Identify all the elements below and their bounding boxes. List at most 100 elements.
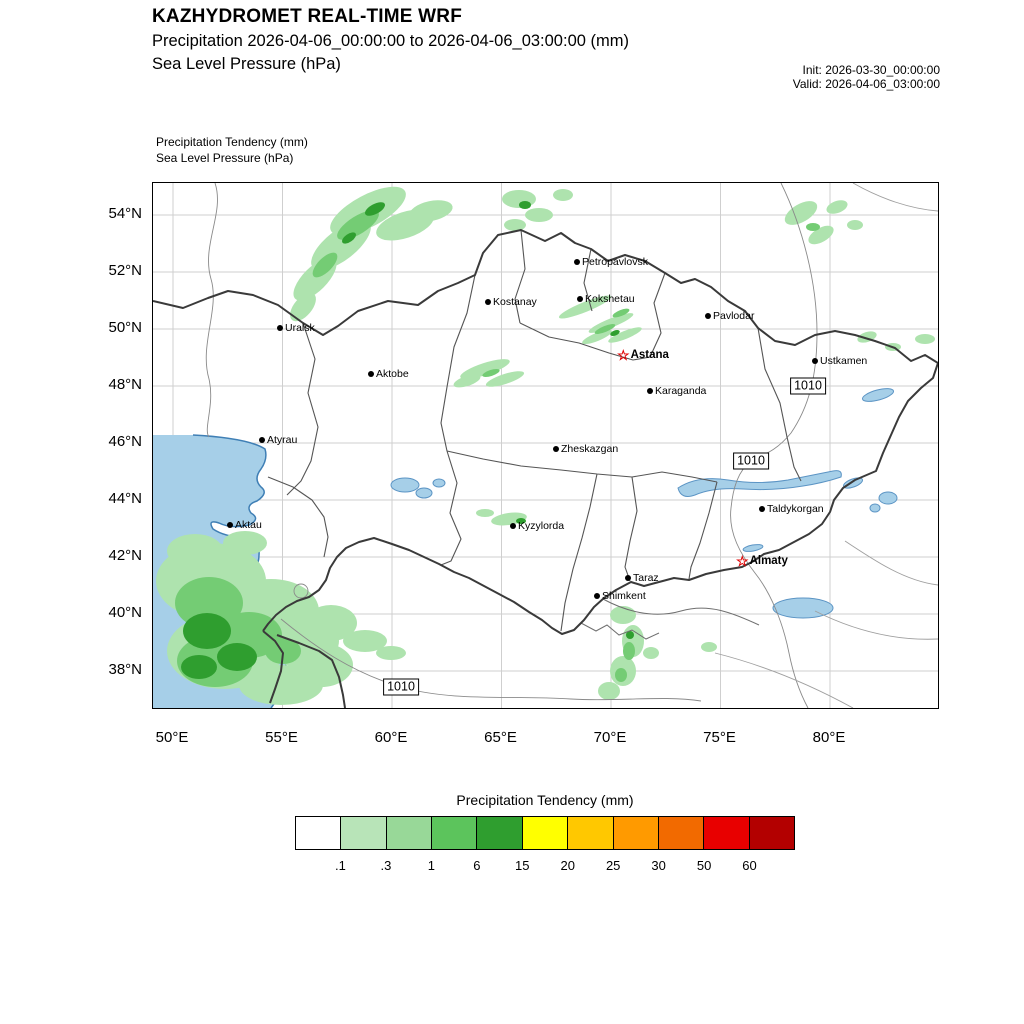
city-marker-atyrau: Atyrau <box>259 434 297 446</box>
pressure-label: 1010 <box>733 452 769 470</box>
city-marker-taraz: Taraz <box>625 572 659 584</box>
capital-star-icon: ☆ <box>736 553 749 569</box>
capital-star-icon: ☆ <box>617 347 630 363</box>
city-dot-icon <box>812 358 818 364</box>
city-label: Kyzylorda <box>518 520 565 532</box>
aral-sea <box>390 477 420 493</box>
legend-tick-label: 20 <box>560 858 575 873</box>
legend-tick-label: 50 <box>696 858 712 873</box>
city-label: Taraz <box>633 572 659 584</box>
legend-cell <box>613 817 659 849</box>
city-dot-icon <box>510 523 516 529</box>
page-title: KAZHYDROMET REAL-TIME WRF <box>152 6 463 27</box>
pressure-label: 1010 <box>790 377 826 395</box>
city-marker-almaty: ☆ Almaty <box>736 553 788 569</box>
legend-tick-label: 30 <box>651 858 666 873</box>
aral-sea-east <box>415 487 433 499</box>
city-dot-icon <box>759 506 765 512</box>
city-marker-astana: ☆ Astana <box>617 347 669 363</box>
city-dot-icon <box>227 522 233 528</box>
city-marker-zheskazgan: Zheskazgan <box>553 443 618 455</box>
legend-tick-label: 25 <box>605 858 621 873</box>
legend-cell <box>432 817 478 849</box>
legend-tick-label: 15 <box>515 858 530 873</box>
legend-cell <box>477 817 523 849</box>
city-dot-icon <box>277 325 283 331</box>
y-axis-tick: 42°N <box>108 547 142 564</box>
legend-colorbar <box>295 816 795 850</box>
y-axis-tick: 44°N <box>108 490 142 507</box>
kapchagai-reservoir <box>742 544 764 552</box>
x-axis-tick: 75°E <box>703 729 736 746</box>
city-marker-shimkent: Shimkent <box>594 590 646 602</box>
map-slp-label: Sea Level Pressure (hPa) <box>156 151 294 165</box>
city-dot-icon <box>574 259 580 265</box>
lake-alakol <box>878 491 898 505</box>
city-marker-aktobe: Aktobe <box>368 368 409 380</box>
legend-tick-label: 6 <box>473 858 481 873</box>
region-borders <box>267 229 802 632</box>
kyrgyzstan-border <box>602 598 760 626</box>
map-precip-tendency-label: Precipitation Tendency (mm) <box>156 135 308 149</box>
legend-cell <box>568 817 614 849</box>
y-axis-tick: 50°N <box>108 319 142 336</box>
y-axis-tick: 38°N <box>108 661 142 678</box>
legend-cell <box>749 817 794 849</box>
city-label: Shimkent <box>602 590 646 602</box>
legend-tick-label: .1 <box>335 858 346 873</box>
valid-time: Valid: 2026-04-06_03:00:00 <box>792 77 940 91</box>
city-dot-icon <box>485 299 491 305</box>
init-time: Init: 2026-03-30_00:00:00 <box>802 63 940 77</box>
y-axis-tick: 54°N <box>108 205 142 222</box>
x-axis-tick: 65°E <box>484 729 517 746</box>
city-label: Kostanay <box>493 296 537 308</box>
city-label: Pavlodar <box>713 310 755 322</box>
city-dot-icon <box>368 371 374 377</box>
graticule <box>153 183 938 708</box>
city-label: Zheskazgan <box>561 443 619 455</box>
country-borders <box>153 229 938 708</box>
lake-issyk-kul <box>772 597 834 619</box>
pressure-label: 1010 <box>383 678 419 696</box>
city-label: Petropavlovsk <box>582 256 648 268</box>
city-label: Taldykorgan <box>767 503 824 515</box>
slp-subtitle: Sea Level Pressure (hPa) <box>152 55 341 73</box>
city-dot-icon <box>625 575 631 581</box>
city-marker-kostanay: Kostanay <box>485 296 537 308</box>
city-label: Atyrau <box>267 434 298 446</box>
city-label: Aktau <box>235 519 262 531</box>
x-axis-tick: 80°E <box>812 729 846 746</box>
x-axis-tick: 60°E <box>374 729 408 746</box>
city-marker-ustkamen: Ustkamen <box>812 355 867 367</box>
lake-zaysan <box>861 388 895 402</box>
city-marker-pavlodar: Pavlodar <box>705 310 754 322</box>
legend-cell <box>704 817 750 849</box>
city-dot-icon <box>553 446 559 452</box>
x-axis-tick: 70°E <box>593 729 627 746</box>
y-axis-tick: 40°N <box>108 604 142 621</box>
city-dot-icon <box>647 388 653 394</box>
city-dot-icon <box>705 313 711 319</box>
city-label: Ustkamen <box>820 355 868 367</box>
city-marker-petropavlovsk: Petropavlovsk <box>574 256 648 268</box>
y-axis-tick: 48°N <box>108 376 142 393</box>
city-dot-icon <box>594 593 600 599</box>
legend-cell <box>296 817 342 849</box>
legend-tick-label: 60 <box>742 858 757 873</box>
city-marker-kokshetau: Kokshetau <box>577 293 635 305</box>
city-dot-icon <box>259 437 265 443</box>
city-label: Kokshetau <box>585 293 635 305</box>
legend-cell <box>522 817 569 849</box>
legend-tick-label: .3 <box>380 858 392 873</box>
city-marker-kyzylorda: Kyzylorda <box>510 520 564 532</box>
x-axis-tick: 55°E <box>265 729 298 746</box>
map-frame: Petropavlovsk Kostanay Kokshetau Pavlodar Ur… <box>152 182 939 709</box>
city-label: Astana <box>630 349 669 361</box>
legend-cell <box>386 817 433 849</box>
city-label: Almaty <box>749 555 788 567</box>
precip-subtitle: Precipitation 2026-04-06_00:00:00 to 202… <box>152 32 629 50</box>
city-label: Karaganda <box>655 385 707 397</box>
city-marker-karaganda: Karaganda <box>647 385 706 397</box>
kazakhstan-map <box>153 183 938 708</box>
